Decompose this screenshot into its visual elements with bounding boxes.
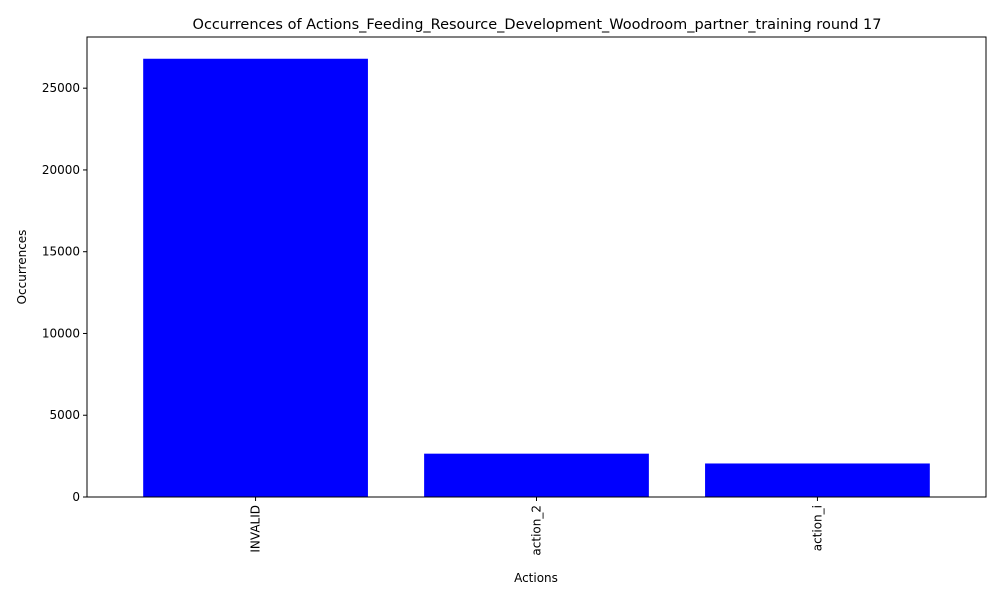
x-tick-label: action_i — [810, 505, 824, 551]
bar-INVALID — [143, 58, 368, 497]
bar-action_2 — [424, 453, 649, 497]
y-tick-label: 20000 — [42, 163, 80, 177]
bars-group — [143, 58, 930, 497]
y-axis-label: Occurrences — [15, 230, 29, 305]
y-tick-label: 0 — [72, 490, 80, 504]
chart-title: Occurrences of Actions_Feeding_Resource_… — [193, 17, 882, 33]
plot-area-frame — [86, 36, 987, 498]
y-tick-label: 10000 — [42, 326, 80, 340]
bar-action_i — [705, 463, 930, 497]
x-tick-label: action_2 — [530, 505, 544, 556]
y-tick-label: 15000 — [42, 245, 80, 259]
x-axis-ticks: INVALID action_2 action_i — [249, 497, 824, 556]
x-tick-label: INVALID — [249, 505, 263, 553]
y-axis-ticks: 0 5000 10000 15000 20000 25000 — [42, 81, 87, 504]
y-tick-label: 5000 — [49, 408, 80, 422]
y-tick-label: 25000 — [42, 81, 80, 95]
x-axis-label: Actions — [514, 571, 558, 585]
